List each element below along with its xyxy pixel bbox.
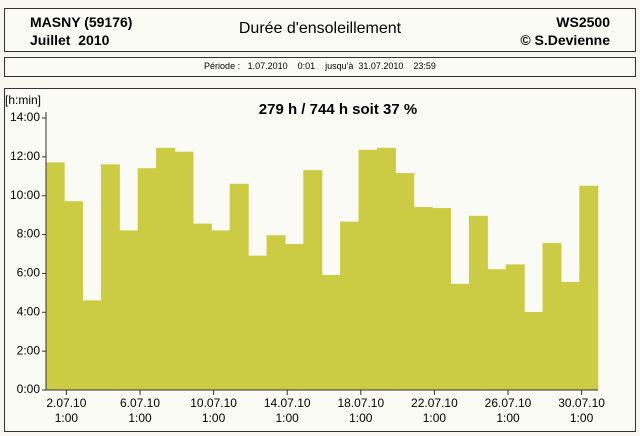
author: © S.Devienne: [520, 32, 610, 48]
bar: [358, 149, 378, 391]
bar: [174, 151, 194, 391]
x-tick-label: 2.07.10 1:00: [46, 396, 87, 425]
header-title: Durée d'ensoleillement: [238, 20, 402, 37]
y-tick-label: 14:00: [10, 110, 40, 124]
bar: [284, 243, 304, 391]
x-tick-label: 30.07.10 1:00: [558, 396, 605, 425]
y-axis-label: [h:min]: [5, 93, 41, 107]
y-tick-label: 8:00: [17, 227, 41, 241]
bar: [450, 283, 470, 391]
header-box: [4, 8, 636, 52]
bar: [119, 230, 139, 391]
bar: [432, 208, 452, 391]
station: MASNY (59176): [30, 14, 133, 30]
bar: [413, 207, 433, 391]
x-tick-label: 22.07.10 1:00: [411, 396, 458, 425]
bar: [340, 221, 360, 391]
bar: [376, 147, 396, 391]
x-tick-label: 26.07.10 1:00: [484, 396, 532, 425]
device: WS2500: [556, 14, 610, 30]
chart-title: 279 h / 744 h soit 37 %: [259, 101, 417, 118]
bar: [156, 147, 176, 391]
month: Juillet 2010: [30, 32, 110, 48]
y-tick-label: 2:00: [17, 343, 41, 357]
bar: [45, 162, 65, 391]
bar: [524, 311, 544, 391]
bar: [64, 201, 84, 391]
bar: [505, 264, 525, 391]
x-tick-label: 18.07.10 1:00: [337, 396, 385, 425]
bar: [395, 173, 415, 391]
y-tick-label: 10:00: [10, 188, 40, 202]
y-tick-label: 6:00: [17, 266, 41, 280]
x-tick-label: 10.07.10 1:00: [190, 396, 237, 425]
bar: [487, 269, 507, 391]
x-tick-label: 14.07.10 1:00: [263, 396, 311, 425]
bar: [248, 255, 268, 391]
bar: [229, 183, 249, 391]
bar: [579, 185, 599, 391]
bar: [100, 164, 120, 391]
y-tick-label: 12:00: [10, 149, 40, 163]
bar: [321, 275, 341, 391]
x-tick-label: 6.07.10 1:00: [119, 396, 161, 425]
bar: [192, 223, 212, 391]
y-tick-label: 4:00: [17, 304, 41, 318]
bar: [211, 230, 231, 391]
period-box: [4, 57, 636, 77]
bar: [542, 243, 562, 391]
bar: [560, 281, 580, 391]
bar: [468, 215, 488, 391]
bar: [266, 235, 286, 391]
y-tick-label: 0:00: [17, 382, 41, 396]
period: Période : 1.07.2010 0:01 jusqu'à 31.07.2…: [204, 61, 436, 71]
bar: [137, 168, 157, 391]
bar: [303, 170, 323, 391]
bar: [82, 300, 102, 391]
